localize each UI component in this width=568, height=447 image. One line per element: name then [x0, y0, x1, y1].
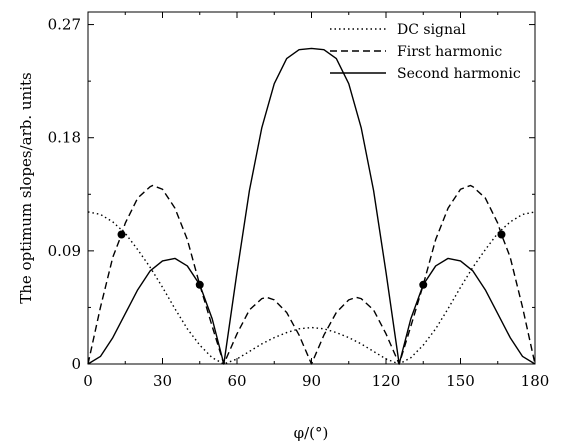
x-tick-label: 90 [302, 372, 321, 390]
plot-frame [87, 11, 536, 365]
y-axis: 0 0.09 0.18 0.27 [48, 16, 535, 373]
y-axis-title: The optimum slopes/arb. units [17, 72, 35, 304]
x-tick-label: 150 [446, 372, 475, 390]
legend-label: Second harmonic [397, 66, 521, 82]
data-marker [117, 230, 126, 239]
y-tick-label: 0 [71, 355, 81, 373]
x-tick-label: 60 [227, 372, 246, 390]
x-axis-title: φ/(°) [294, 424, 329, 442]
series-line-second-harmonic [87, 47, 536, 365]
y-tick-label: 0.09 [48, 242, 81, 260]
series-layer [87, 47, 536, 365]
data-marker [497, 230, 506, 239]
legend-label: First harmonic [397, 44, 502, 60]
x-tick-label: 120 [372, 372, 401, 390]
x-axis: 0 30 60 90 120 150 180 [83, 12, 549, 390]
legend-label: DC signal [397, 22, 466, 38]
data-marker [195, 280, 204, 289]
series-line-first-harmonic [87, 184, 536, 365]
series-line-dc-signal [87, 211, 536, 365]
data-marker [419, 280, 428, 289]
legend: DC signal First harmonic Second harmonic [330, 22, 521, 82]
marker-layer [117, 230, 506, 289]
y-tick-label: 0.18 [48, 129, 81, 147]
y-tick-label: 0.27 [48, 16, 81, 34]
x-tick-label: 0 [83, 372, 93, 390]
x-tick-label: 30 [153, 372, 172, 390]
x-tick-label: 180 [521, 372, 550, 390]
plot-area [87, 11, 536, 365]
